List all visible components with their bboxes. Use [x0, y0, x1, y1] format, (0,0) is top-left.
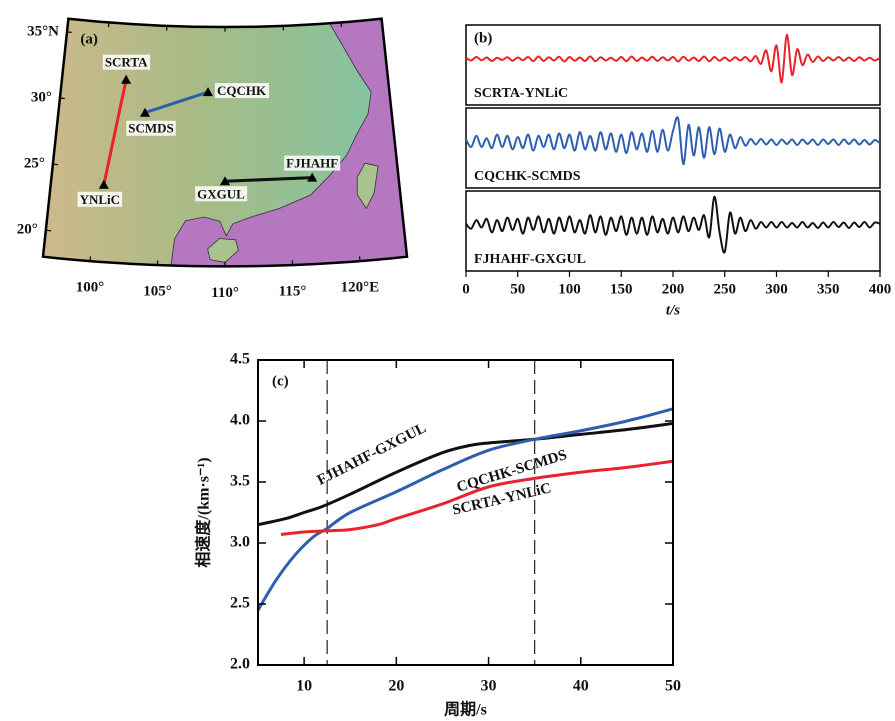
- trace-label: FJHAHF-GXGUL: [474, 252, 586, 267]
- x-tick-label: 115°: [279, 284, 307, 300]
- station-label: SCMDS: [128, 121, 174, 136]
- y-axis-label: 相速度/(km·s⁻¹): [194, 457, 213, 567]
- figure: 100° 105° 110° 115° 120°E 20° 25° 30° 35°N (a) SCR…: [0, 0, 895, 721]
- x-tick-label: 20: [388, 678, 404, 695]
- waveform: [466, 197, 880, 253]
- panel-label: (b): [474, 30, 492, 46]
- waveform: [466, 35, 880, 83]
- station-label: SCRTA: [105, 55, 148, 70]
- y-tick-label: 35°N: [27, 23, 59, 39]
- curve-label: FJHAHF-GXGUL: [315, 420, 429, 489]
- panel-label: (a): [80, 31, 98, 47]
- y-tick-label: 2.0: [230, 656, 250, 673]
- y-tick-label: 3.5: [230, 473, 250, 490]
- map-panel: 100° 105° 110° 115° 120°E 20° 25° 30° 35°N (a) SCR…: [17, 19, 407, 301]
- station-label: YNLiC: [80, 192, 120, 207]
- y-tick-label: 2.5: [230, 595, 250, 612]
- x-axis-label: t/s: [666, 302, 680, 318]
- y-tick: [53, 164, 58, 165]
- x-tick-label: 30: [481, 678, 497, 695]
- y-tick-label: 3.0: [230, 534, 250, 551]
- waveform-panel: SCRTA-YNLiC CQCHK-SCMDS FJHAHF-GXGUL 0 50 100…: [462, 25, 891, 318]
- x-tick-label: 350: [817, 281, 840, 297]
- x-tick-label: 400: [869, 281, 892, 297]
- x-tick-label: 40: [573, 678, 589, 695]
- trace-label: SCRTA-YNLiC: [474, 86, 568, 101]
- waveform: [466, 117, 880, 164]
- x-tick-label: 0: [462, 281, 470, 297]
- station-label: FJHAHF: [286, 156, 338, 171]
- station-label: GXGUL: [197, 186, 245, 201]
- y-tick-label: 25°: [24, 156, 45, 172]
- x-tick-label: 50: [665, 678, 681, 695]
- x-tick-label: 110°: [211, 285, 239, 301]
- x-tick-label: 100: [558, 281, 581, 297]
- station-label: CQCHK: [217, 83, 267, 98]
- y-tick: [60, 98, 65, 99]
- x-tick-label: 105°: [143, 284, 172, 300]
- y-tick-label: 4.5: [230, 351, 250, 368]
- x-axis-label: 周期/s: [444, 700, 487, 719]
- y-tick-label: 30°: [31, 89, 52, 105]
- trace-label: CQCHK-SCMDS: [474, 169, 581, 184]
- x-tick-label: 10: [296, 678, 312, 695]
- y-tick-label: 4.0: [230, 412, 250, 429]
- y-tick: [46, 230, 51, 231]
- y-tick-label: 20°: [17, 222, 38, 238]
- x-tick-label: 200: [662, 281, 685, 297]
- x-tick-label: 50: [510, 281, 525, 297]
- x-tick-label: 250: [714, 281, 737, 297]
- panel-label: (c): [272, 373, 289, 389]
- x-tick-label: 150: [610, 281, 633, 297]
- x-tick-label: 120°E: [341, 280, 380, 296]
- x-tick-label: 300: [765, 281, 788, 297]
- x-tick-label: 100°: [76, 280, 105, 296]
